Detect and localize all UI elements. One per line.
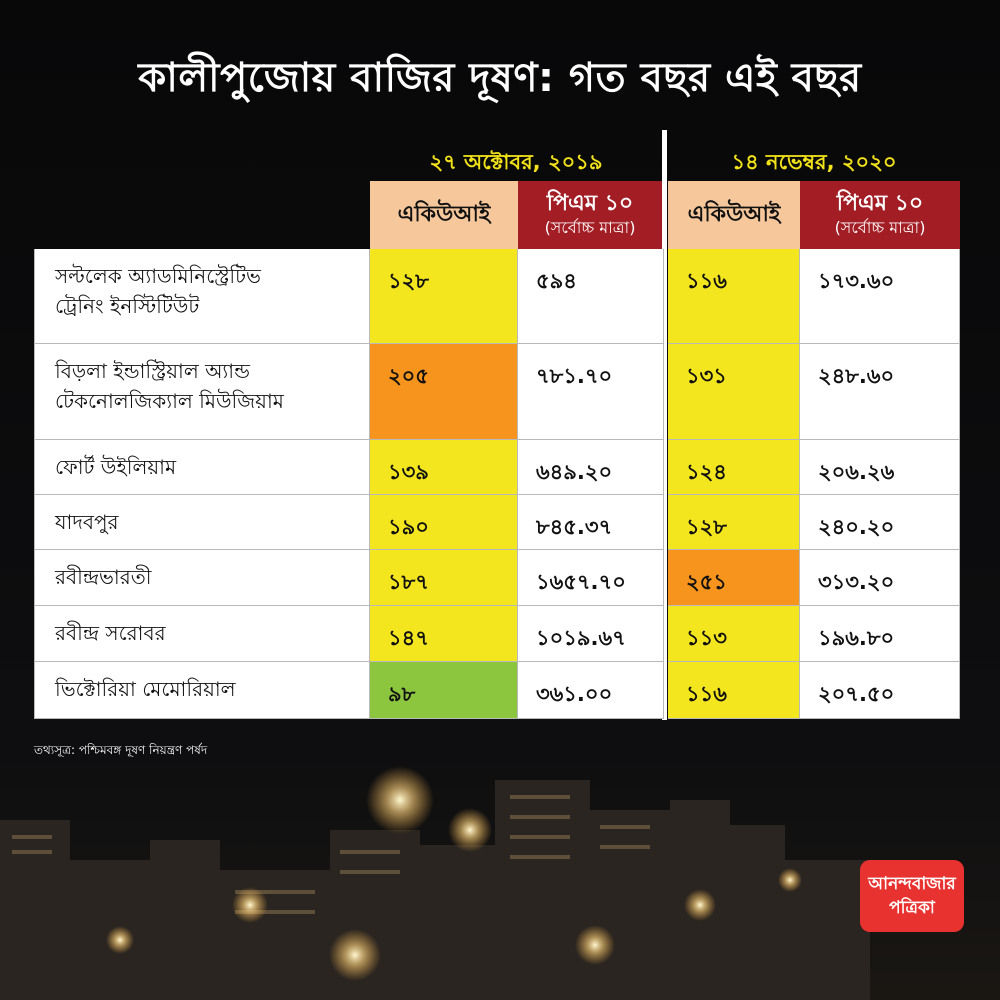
header-pm10-label: পিএম ১০	[836, 191, 924, 216]
source-note: তথ্যসূত্র: পশ্চিমবঙ্গ দূষণ নিয়ন্ত্রণ পর…	[34, 743, 208, 757]
aqi-2019-value: ১৩৯	[370, 440, 518, 495]
pm10-2019-value: ৮৪৫.৩৭	[518, 495, 664, 550]
pm10-2019-value: ১৬৫৭.৭০	[518, 550, 664, 606]
header-aqi-label: একিউআই	[687, 201, 781, 227]
aqi-2020-value: ১১৬	[668, 249, 800, 344]
location-name-line: ভিক্টোরিয়া মেমোরিয়াল	[55, 677, 236, 701]
table-row: সল্টলেক অ্যাডমিনিস্ট্রেটিভ ট্রেনিং ইনস্টি…	[34, 249, 960, 344]
header-pm10-sublabel: (সর্বোচ্চ মাত্রা)	[544, 218, 636, 237]
location-name-line: সল্টলেক অ্যাডমিনিস্ট্রেটিভ	[55, 264, 261, 288]
header-aqi-2019: একিউআই	[370, 181, 518, 249]
location-name: রবীন্দ্র সরোবর	[34, 606, 370, 662]
location-name-line: যাদবপুর	[55, 510, 119, 534]
header-aqi-2020: একিউআই	[668, 181, 800, 249]
anandabazar-logo: আনন্দবাজার পত্রিকা	[860, 860, 964, 932]
pm10-2019-value: ৩৬১.০০	[518, 662, 664, 719]
page-title: কালীপুজোয় বাজির দূষণ: গত বছর এই বছর	[138, 55, 862, 101]
header-pm10-2020: পিএম ১০ (সর্বোচ্চ মাত্রা)	[800, 181, 960, 249]
location-name-line: ট্রেনিং ইনস্টিটিউট	[55, 294, 200, 318]
location-name: রবীন্দ্রভারতী	[34, 550, 370, 606]
location-name-line: রবীন্দ্র সরোবর	[55, 621, 166, 645]
aqi-2019-value: ১৯০	[370, 495, 518, 550]
location-name: ভিক্টোরিয়া মেমোরিয়াল	[34, 662, 370, 719]
aqi-2019-value: ৯৮	[370, 662, 518, 719]
aqi-2019-value: ১৪৭	[370, 606, 518, 662]
date-2019: ২৭ অক্টোবর, ২০১৯	[429, 150, 603, 174]
aqi-2020-value: ১১৩	[668, 606, 800, 662]
location-name: সল্টলেক অ্যাডমিনিস্ট্রেটিভ ট্রেনিং ইনস্টি…	[34, 249, 370, 344]
pm10-2020-value: ২৪৮.৬০	[800, 344, 960, 440]
header-pm10-sublabel: (সর্বোচ্চ মাত্রা)	[834, 218, 926, 237]
location-name-line: ফোর্ট উইলিয়াম	[55, 455, 177, 479]
pm10-2020-value: ২০৬.২৬	[800, 440, 960, 495]
location-name: ফোর্ট উইলিয়াম	[34, 440, 370, 495]
location-name: বিড়লা ইন্ডাস্ট্রিয়াল অ্যান্ড টেকনোলজিক্…	[34, 344, 370, 440]
table-row: রবীন্দ্র সরোবর ১৪৭ ১০১৯.৬৭ ১১৩ ১৯৬.৮০	[34, 606, 960, 662]
header-aqi-label: একিউআই	[397, 201, 491, 227]
table-row: যাদবপুর ১৯০ ৮৪৫.৩৭ ১২৮ ২৪০.২০	[34, 495, 960, 550]
pm10-2020-value: ২৪০.২০	[800, 495, 960, 550]
pm10-2020-value: ২০৭.৫০	[800, 662, 960, 719]
pm10-2019-value: ৭৮১.৭০	[518, 344, 664, 440]
aqi-2019-value: ২০৫	[370, 344, 518, 440]
aqi-2020-value: ২৫১	[668, 550, 800, 606]
location-name-line: রবীন্দ্রভারতী	[55, 565, 152, 589]
location-name: যাদবপুর	[34, 495, 370, 550]
logo-line-2: পত্রিকা	[889, 898, 935, 918]
aqi-2020-value: ১২৮	[668, 495, 800, 550]
aqi-2020-value: ১৩১	[668, 344, 800, 440]
table-row: ভিক্টোরিয়া মেমোরিয়াল ৯৮ ৩৬১.০০ ১১৬ ২০৭.৫০	[34, 662, 960, 719]
table-row: রবীন্দ্রভারতী ১৮৭ ১৬৫৭.৭০ ২৫১ ৩১৩.২০	[34, 550, 960, 606]
pm10-2020-value: ১৭৩.৬০	[800, 249, 960, 344]
aqi-2020-value: ১১৬	[668, 662, 800, 719]
header-pm10-2019: পিএম ১০ (সর্বোচ্চ মাত্রা)	[518, 181, 662, 249]
aqi-2019-value: ১২৮	[370, 249, 518, 344]
date-2020: ১৪ নভেম্বর, ২০২০	[731, 150, 897, 174]
year-divider	[662, 130, 667, 720]
pm10-2019-value: ৬৪৯.২০	[518, 440, 664, 495]
location-name-line: টেকনোলজিক্যাল মিউজিয়াম	[55, 389, 284, 413]
pm10-2020-value: ১৯৬.৮০	[800, 606, 960, 662]
header-pm10-label: পিএম ১০	[546, 191, 634, 216]
aqi-2019-value: ১৮৭	[370, 550, 518, 606]
aqi-2020-value: ১২৪	[668, 440, 800, 495]
table-row: ফোর্ট উইলিয়াম ১৩৯ ৬৪৯.২০ ১২৪ ২০৬.২৬	[34, 440, 960, 495]
table-row: বিড়লা ইন্ডাস্ট্রিয়াল অ্যান্ড টেকনোলজিক্…	[34, 344, 960, 440]
pm10-2019-value: ১০১৯.৬৭	[518, 606, 664, 662]
pm10-2019-value: ৫৯৪	[518, 249, 664, 344]
pm10-2020-value: ৩১৩.২০	[800, 550, 960, 606]
logo-line-1: আনন্দবাজার	[868, 874, 956, 894]
location-name-line: বিড়লা ইন্ডাস্ট্রিয়াল অ্যান্ড	[55, 359, 250, 383]
